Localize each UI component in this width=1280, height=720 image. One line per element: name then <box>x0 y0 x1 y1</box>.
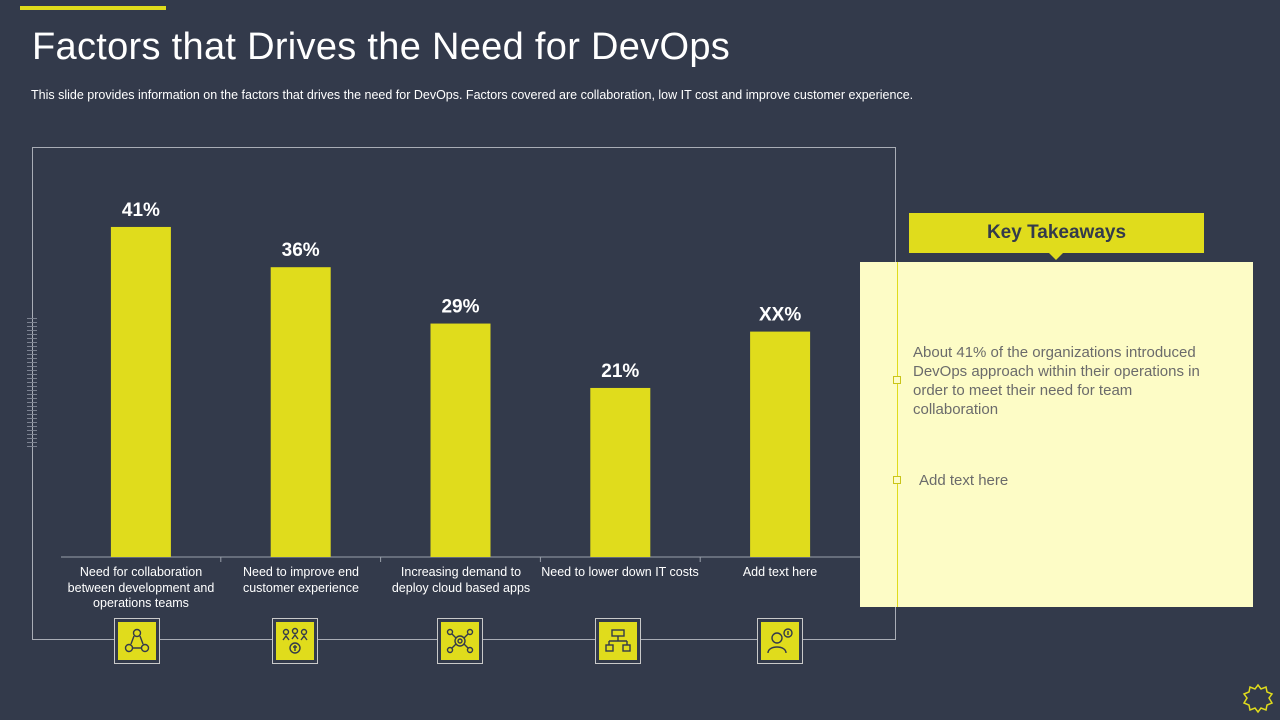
takeaway-item-2: Add text here <box>919 472 1009 489</box>
category-label-3: Increasing demand to deploy cloud based … <box>391 565 531 595</box>
team-collaboration-icon <box>114 618 160 664</box>
bullet-marker-1 <box>893 376 901 384</box>
customer-money-icon <box>272 618 318 664</box>
title-accent-bar <box>20 6 166 10</box>
category-label-4: Need to lower down IT costs <box>541 565 699 579</box>
bar-2 <box>270 267 331 557</box>
bar-1 <box>110 226 171 557</box>
bar-4 <box>590 387 651 557</box>
takeaway-item-1: About 41% of the organizations introduce… <box>913 344 1200 418</box>
bullet-marker-2 <box>893 476 901 484</box>
key-takeaways-header: Key Takeaways <box>909 213 1204 253</box>
data-label-3: 29% <box>441 297 479 318</box>
data-label-4: 21% <box>601 361 639 382</box>
slide-title: Factors that Drives the Need for DevOps <box>32 26 731 68</box>
cloud-apps-network-icon <box>437 618 483 664</box>
person-money-icon <box>757 618 803 664</box>
category-label-2: Need to improve end customer experience <box>242 565 360 595</box>
key-takeaways-panel <box>860 262 1253 607</box>
cost-reduction-icon <box>595 618 641 664</box>
slide-subtitle: This slide provides information on the f… <box>31 88 914 102</box>
decorative-ruler <box>27 318 37 450</box>
takeaway-connector-line <box>897 262 898 607</box>
data-label-1: 41% <box>122 200 160 221</box>
data-label-5: XX% <box>759 305 801 326</box>
bar-3 <box>430 323 491 557</box>
data-label-2: 36% <box>282 240 320 261</box>
takeaways-pointer <box>1049 253 1063 260</box>
category-label-1: Need for collaboration between developme… <box>67 565 215 610</box>
gear-logo-icon <box>1242 683 1274 714</box>
bar-5 <box>750 331 811 557</box>
category-label-5: Add text here <box>742 565 818 579</box>
